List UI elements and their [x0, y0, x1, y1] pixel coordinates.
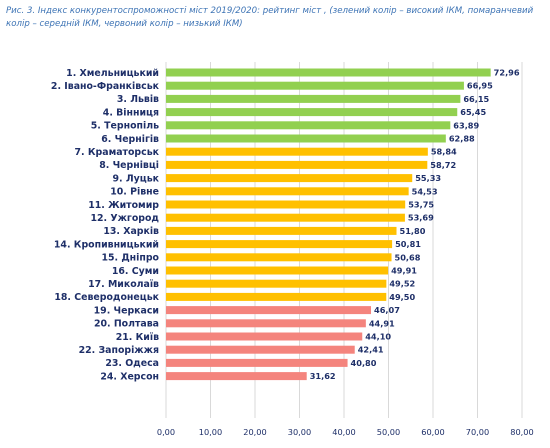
value-label: 58,72: [430, 160, 456, 170]
value-label: 51,80: [400, 226, 426, 236]
category-label: 5. Тернопіль: [91, 121, 159, 132]
bar: [166, 279, 387, 288]
category-label: 9. Луцьк: [113, 173, 160, 184]
value-label: 42,41: [358, 345, 384, 355]
value-label: 55,33: [415, 173, 441, 183]
value-label: 49,50: [389, 292, 415, 302]
bar: [166, 187, 409, 196]
value-label: 66,95: [467, 81, 493, 91]
category-label: 24. Херсон: [100, 371, 159, 382]
bar: [166, 134, 446, 143]
value-label: 50,81: [395, 239, 421, 249]
bar: [166, 292, 387, 301]
value-label: 49,52: [389, 279, 415, 289]
value-label: 54,53: [412, 186, 438, 196]
category-label: 16. Суми: [112, 266, 159, 277]
bar: [166, 358, 348, 367]
category-label: 7. Краматорськ: [75, 147, 160, 158]
x-tick-label: 0,00: [157, 427, 175, 437]
category-label: 2. Івано-Франківськ: [51, 81, 160, 92]
x-tick-label: 30,00: [288, 427, 311, 437]
value-label: 63,89: [453, 120, 479, 130]
bar: [166, 266, 389, 275]
bar: [166, 147, 428, 156]
value-label: 50,68: [395, 252, 421, 262]
category-label: 14. Кропивницький: [54, 239, 159, 250]
value-label: 40,80: [351, 358, 377, 368]
bar: [166, 345, 355, 354]
category-label: 8. Чернівці: [99, 160, 159, 171]
category-label: 13. Харків: [103, 226, 159, 237]
category-label: 15. Дніпро: [101, 253, 159, 264]
category-label: 4. Вінниця: [103, 107, 159, 118]
category-labels: 1. Хмельницький 2. Івано-Франківськ 3. Льв…: [51, 68, 160, 383]
bar: [166, 108, 458, 117]
value-label: 65,45: [460, 107, 486, 117]
x-tick-label: 60,00: [421, 427, 444, 437]
bar: [166, 200, 406, 209]
x-tick-label: 20,00: [243, 427, 266, 437]
value-label: 72,96: [494, 68, 520, 78]
category-label: 20. Полтава: [94, 319, 159, 330]
bar: [166, 68, 491, 77]
category-label: 21. Київ: [116, 332, 159, 343]
category-label: 3. Львів: [117, 94, 159, 105]
value-label: 62,88: [449, 134, 475, 144]
figure-caption: Рис. 3. Індекс конкурентоспроможності мі…: [6, 6, 534, 29]
category-label: 18. Северодонецьк: [54, 292, 159, 303]
bar: [166, 240, 393, 249]
bar: [166, 253, 392, 262]
value-label: 44,10: [365, 332, 391, 342]
bar: [166, 121, 451, 130]
bar: [166, 213, 405, 222]
gridlines: [165, 62, 523, 418]
bar: [166, 160, 428, 169]
value-label: 31,62: [310, 371, 336, 381]
x-tick-label: 40,00: [332, 427, 355, 437]
bar: [166, 332, 363, 341]
bars: [166, 68, 491, 381]
x-axis-tick-labels: 0,00 10,00 20,00 30,00 40,00 50,00 60,00 70,00 8…: [157, 427, 534, 437]
category-label: 17. Миколаїв: [88, 279, 159, 290]
value-label: 53,75: [408, 200, 434, 210]
x-tick-label: 50,00: [377, 427, 400, 437]
bar: [166, 226, 397, 235]
value-label: 49,91: [391, 266, 417, 276]
value-label: 66,15: [463, 94, 489, 104]
category-label: 22. Запоріжжя: [79, 345, 159, 356]
bar: [166, 81, 464, 90]
category-label: 11. Житомир: [88, 200, 159, 211]
bar: [166, 319, 366, 328]
category-label: 10. Рівне: [110, 187, 159, 198]
category-label: 1. Хмельницький: [66, 68, 159, 79]
bar: [166, 306, 372, 315]
category-label: 23. Одеса: [105, 358, 159, 369]
category-label: 12. Ужгород: [91, 213, 160, 224]
x-tick-label: 80,00: [510, 427, 533, 437]
x-tick-label: 70,00: [466, 427, 489, 437]
value-label: 58,84: [431, 147, 457, 157]
value-label: 44,91: [369, 318, 395, 328]
bar: [166, 174, 413, 183]
x-tick-label: 10,00: [199, 427, 222, 437]
value-label: 53,69: [408, 213, 434, 223]
value-label: 46,07: [374, 305, 400, 315]
category-label: 6. Чернігів: [101, 134, 159, 145]
bar: [166, 372, 307, 381]
bar: [166, 94, 461, 103]
category-label: 19. Черкаси: [94, 305, 159, 316]
